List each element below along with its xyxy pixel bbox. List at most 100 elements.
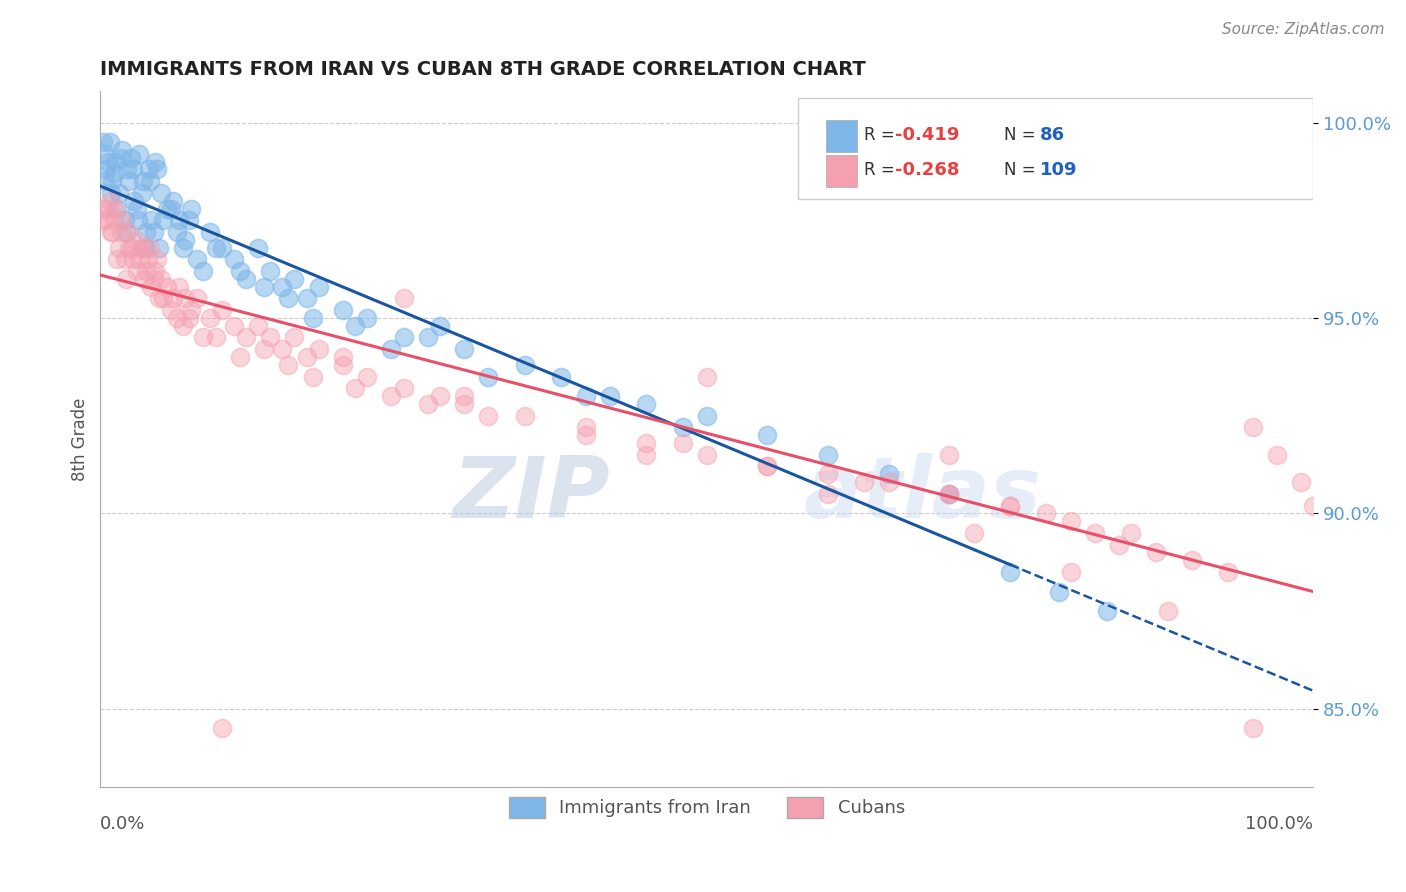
Point — [513, 358, 536, 372]
Point — [222, 318, 245, 333]
Point — [122, 162, 145, 177]
Point — [101, 174, 124, 188]
Text: atlas: atlas — [804, 453, 1042, 536]
Point — [211, 241, 233, 255]
Point — [135, 225, 157, 239]
Point — [1060, 514, 1083, 528]
Point — [1241, 721, 1264, 735]
Point — [222, 252, 245, 267]
Point — [166, 225, 188, 239]
Point — [156, 202, 179, 216]
Point — [599, 389, 621, 403]
Point — [166, 310, 188, 325]
Point — [128, 146, 150, 161]
Point — [129, 241, 152, 255]
Point — [114, 225, 136, 239]
Point — [134, 241, 156, 255]
Point — [429, 389, 451, 403]
Point — [1289, 475, 1312, 489]
Point — [416, 330, 439, 344]
Point — [696, 409, 718, 423]
Point — [380, 389, 402, 403]
Point — [104, 154, 127, 169]
Point — [453, 342, 475, 356]
Point — [174, 233, 197, 247]
Point — [211, 303, 233, 318]
Point — [114, 252, 136, 267]
Point — [277, 358, 299, 372]
Point — [671, 420, 693, 434]
Point — [146, 252, 169, 267]
Point — [107, 186, 129, 200]
Point — [998, 499, 1021, 513]
Point — [159, 303, 181, 318]
Point — [94, 174, 117, 188]
Point — [146, 162, 169, 177]
FancyBboxPatch shape — [825, 154, 858, 186]
Point — [247, 318, 270, 333]
Point — [132, 174, 155, 188]
Point — [93, 146, 115, 161]
Point — [115, 162, 138, 177]
Point — [938, 448, 960, 462]
Point — [550, 369, 572, 384]
Point — [938, 487, 960, 501]
Point — [96, 162, 118, 177]
FancyBboxPatch shape — [797, 98, 1313, 199]
Point — [110, 225, 132, 239]
Point — [356, 369, 378, 384]
Point — [120, 151, 142, 165]
FancyBboxPatch shape — [825, 120, 858, 152]
Point — [103, 213, 125, 227]
Point — [1181, 553, 1204, 567]
Point — [198, 225, 221, 239]
Point — [180, 202, 202, 216]
Point — [636, 397, 658, 411]
Point — [177, 213, 200, 227]
Point — [1047, 584, 1070, 599]
Point — [1265, 448, 1288, 462]
Point — [277, 292, 299, 306]
Text: 0.0%: 0.0% — [100, 814, 146, 833]
Point — [139, 241, 162, 255]
Point — [283, 330, 305, 344]
Point — [356, 310, 378, 325]
Point — [105, 202, 128, 216]
Point — [295, 292, 318, 306]
Point — [91, 202, 114, 216]
Y-axis label: 8th Grade: 8th Grade — [72, 398, 89, 481]
Point — [247, 241, 270, 255]
Point — [416, 397, 439, 411]
Point — [142, 225, 165, 239]
Point — [344, 318, 367, 333]
Point — [96, 213, 118, 227]
Point — [259, 264, 281, 278]
Point — [162, 194, 184, 208]
Point — [172, 318, 194, 333]
Point — [392, 292, 415, 306]
Point — [139, 174, 162, 188]
Point — [1095, 604, 1118, 618]
Point — [1241, 420, 1264, 434]
Point — [938, 487, 960, 501]
Point — [283, 272, 305, 286]
Point — [142, 272, 165, 286]
Text: -0.268: -0.268 — [894, 161, 959, 179]
Point — [167, 279, 190, 293]
Point — [998, 565, 1021, 579]
Point — [756, 428, 779, 442]
Point — [1108, 538, 1130, 552]
Point — [125, 264, 148, 278]
Point — [148, 292, 170, 306]
Text: 86: 86 — [1040, 126, 1066, 145]
Point — [853, 475, 876, 489]
Point — [172, 241, 194, 255]
Point — [453, 389, 475, 403]
Point — [817, 467, 839, 482]
Point — [392, 330, 415, 344]
Point — [271, 342, 294, 356]
Point — [211, 721, 233, 735]
Point — [156, 279, 179, 293]
Point — [111, 213, 134, 227]
Point — [125, 202, 148, 216]
